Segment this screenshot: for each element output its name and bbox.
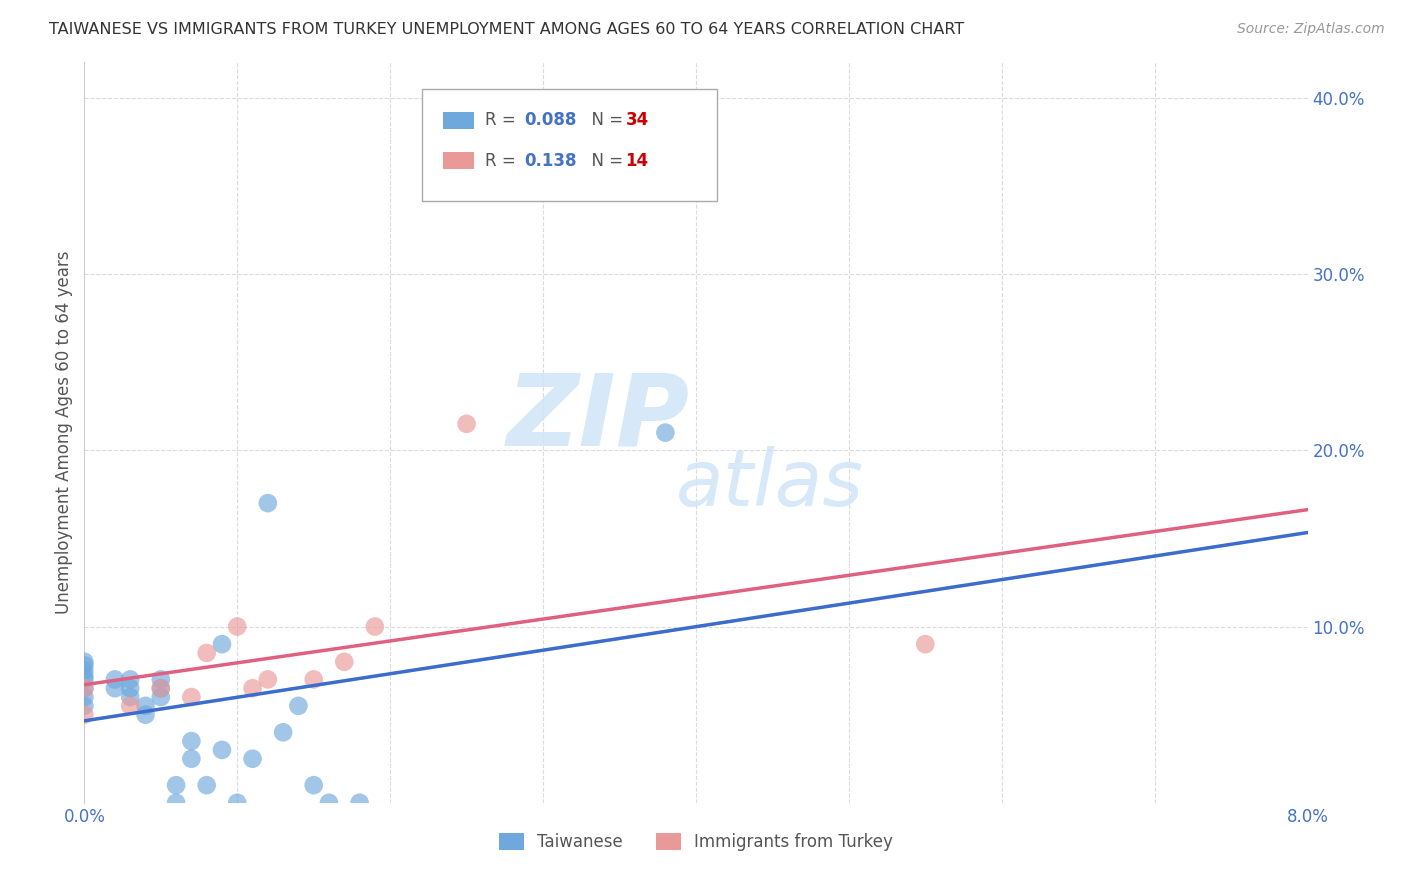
Point bbox=[349, 796, 371, 810]
Point bbox=[195, 646, 218, 660]
Point bbox=[364, 619, 387, 633]
Point bbox=[104, 673, 127, 687]
Point bbox=[242, 681, 264, 696]
Point bbox=[180, 690, 202, 704]
Point bbox=[302, 673, 325, 687]
Point bbox=[120, 681, 142, 696]
Point bbox=[73, 690, 96, 704]
Point bbox=[73, 681, 96, 696]
Point bbox=[257, 673, 280, 687]
Point bbox=[226, 619, 249, 633]
Point bbox=[271, 725, 294, 739]
Point bbox=[287, 698, 309, 713]
Text: R =: R = bbox=[485, 112, 522, 129]
Point bbox=[73, 655, 96, 669]
Point bbox=[211, 637, 233, 651]
Point bbox=[914, 637, 936, 651]
Point bbox=[149, 673, 172, 687]
Point bbox=[211, 743, 233, 757]
Text: 14: 14 bbox=[626, 152, 648, 169]
Y-axis label: Unemployment Among Ages 60 to 64 years: Unemployment Among Ages 60 to 64 years bbox=[55, 251, 73, 615]
Point bbox=[195, 778, 218, 792]
Point bbox=[149, 681, 172, 696]
Text: N =: N = bbox=[581, 112, 628, 129]
Point bbox=[257, 496, 280, 510]
Point bbox=[73, 681, 96, 696]
Text: 0.138: 0.138 bbox=[524, 152, 576, 169]
Point bbox=[165, 778, 187, 792]
Point bbox=[149, 690, 172, 704]
Point bbox=[135, 707, 157, 722]
Point bbox=[104, 681, 127, 696]
Point bbox=[333, 655, 356, 669]
Text: atlas: atlas bbox=[675, 446, 863, 523]
Text: 0.088: 0.088 bbox=[524, 112, 576, 129]
Point bbox=[302, 778, 325, 792]
Point bbox=[242, 752, 264, 766]
Point bbox=[73, 673, 96, 687]
Point bbox=[318, 796, 340, 810]
Point bbox=[226, 796, 249, 810]
Point bbox=[165, 796, 187, 810]
Text: TAIWANESE VS IMMIGRANTS FROM TURKEY UNEMPLOYMENT AMONG AGES 60 TO 64 YEARS CORRE: TAIWANESE VS IMMIGRANTS FROM TURKEY UNEM… bbox=[49, 22, 965, 37]
Text: N =: N = bbox=[581, 152, 628, 169]
Point bbox=[73, 698, 96, 713]
Point bbox=[654, 425, 676, 440]
Point bbox=[149, 681, 172, 696]
Point bbox=[120, 690, 142, 704]
Point bbox=[73, 669, 96, 683]
Text: R =: R = bbox=[485, 152, 522, 169]
Point bbox=[135, 698, 157, 713]
Point bbox=[73, 664, 96, 678]
Legend: Taiwanese, Immigrants from Turkey: Taiwanese, Immigrants from Turkey bbox=[492, 826, 900, 857]
Point bbox=[180, 752, 202, 766]
Text: 34: 34 bbox=[626, 112, 650, 129]
Point bbox=[456, 417, 478, 431]
Point bbox=[73, 707, 96, 722]
Point bbox=[120, 698, 142, 713]
Point bbox=[73, 658, 96, 673]
Point bbox=[120, 673, 142, 687]
Text: ZIP: ZIP bbox=[506, 369, 689, 467]
Text: Source: ZipAtlas.com: Source: ZipAtlas.com bbox=[1237, 22, 1385, 37]
Point bbox=[180, 734, 202, 748]
